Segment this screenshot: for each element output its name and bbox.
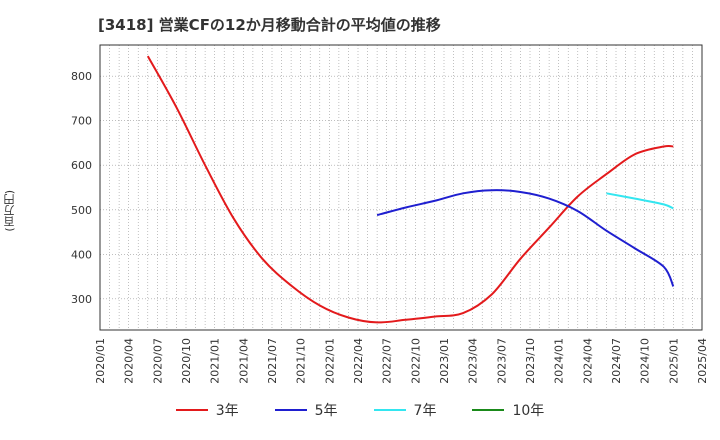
x-tick-label: 2022/04 [352, 338, 365, 384]
series-line-1 [146, 55, 674, 324]
legend-label-3y: 3年 [215, 403, 239, 419]
legend-label-10y: 10年 [512, 403, 545, 419]
x-tick-label: 2021/01 [209, 338, 222, 384]
x-tick-label: 2023/04 [467, 338, 480, 384]
legend-label-5y: 5年 [314, 403, 338, 419]
y-tick-label: 800 [71, 70, 92, 83]
x-tick-label: 2020/01 [94, 338, 107, 384]
y-tick-label: 700 [71, 115, 92, 128]
legend-item-7y: 7年 [373, 400, 437, 420]
legend-swatch-10y [472, 409, 505, 411]
chart-title: [3418] 営業CFの12か月移動合計の平均値の推移 [98, 16, 441, 34]
legend-swatch-7y [373, 409, 406, 411]
x-tick-label: 2024/07 [610, 338, 623, 384]
x-tick-label: 2020/04 [123, 338, 136, 384]
series-line-3 [606, 192, 674, 210]
x-tick-label: 2023/01 [438, 338, 451, 384]
x-tick-label: 2023/07 [495, 338, 508, 384]
x-tick-label: 2021/07 [266, 338, 279, 384]
x-tick-label: 2021/10 [295, 338, 308, 384]
legend-label-7y: 7年 [413, 403, 437, 419]
legend-item-3y: 3年 [175, 400, 239, 420]
legend-item-5y: 5年 [274, 400, 338, 420]
x-tick-label: 2024/10 [639, 338, 652, 384]
x-tick-label: 2020/10 [180, 338, 193, 384]
series-line-2 [376, 189, 675, 287]
x-tick-label: 2025/01 [667, 338, 680, 384]
legend: 3年 5年 7年 10年 [0, 400, 720, 420]
y-tick-label: 300 [71, 293, 92, 306]
x-tick-label: 2020/07 [151, 338, 164, 384]
legend-swatch-3y [175, 409, 208, 411]
x-tick-label: 2022/10 [409, 338, 422, 384]
y-tick-label: 600 [71, 159, 92, 172]
plot-area-frame [99, 44, 703, 331]
x-tick-label: 2023/10 [524, 338, 537, 384]
x-tick-label: 2022/07 [381, 338, 394, 384]
x-tick-label: 2021/04 [237, 338, 250, 384]
x-tick-label: 2022/01 [323, 338, 336, 384]
y-tick-label: 400 [71, 248, 92, 261]
legend-item-10y: 10年 [472, 400, 544, 420]
y-tick-label: 500 [71, 204, 92, 217]
x-tick-label: 2024/04 [581, 338, 594, 384]
x-tick-label: 2024/01 [553, 338, 566, 384]
legend-swatch-5y [274, 409, 307, 411]
x-tick-label: 2025/04 [696, 338, 709, 384]
